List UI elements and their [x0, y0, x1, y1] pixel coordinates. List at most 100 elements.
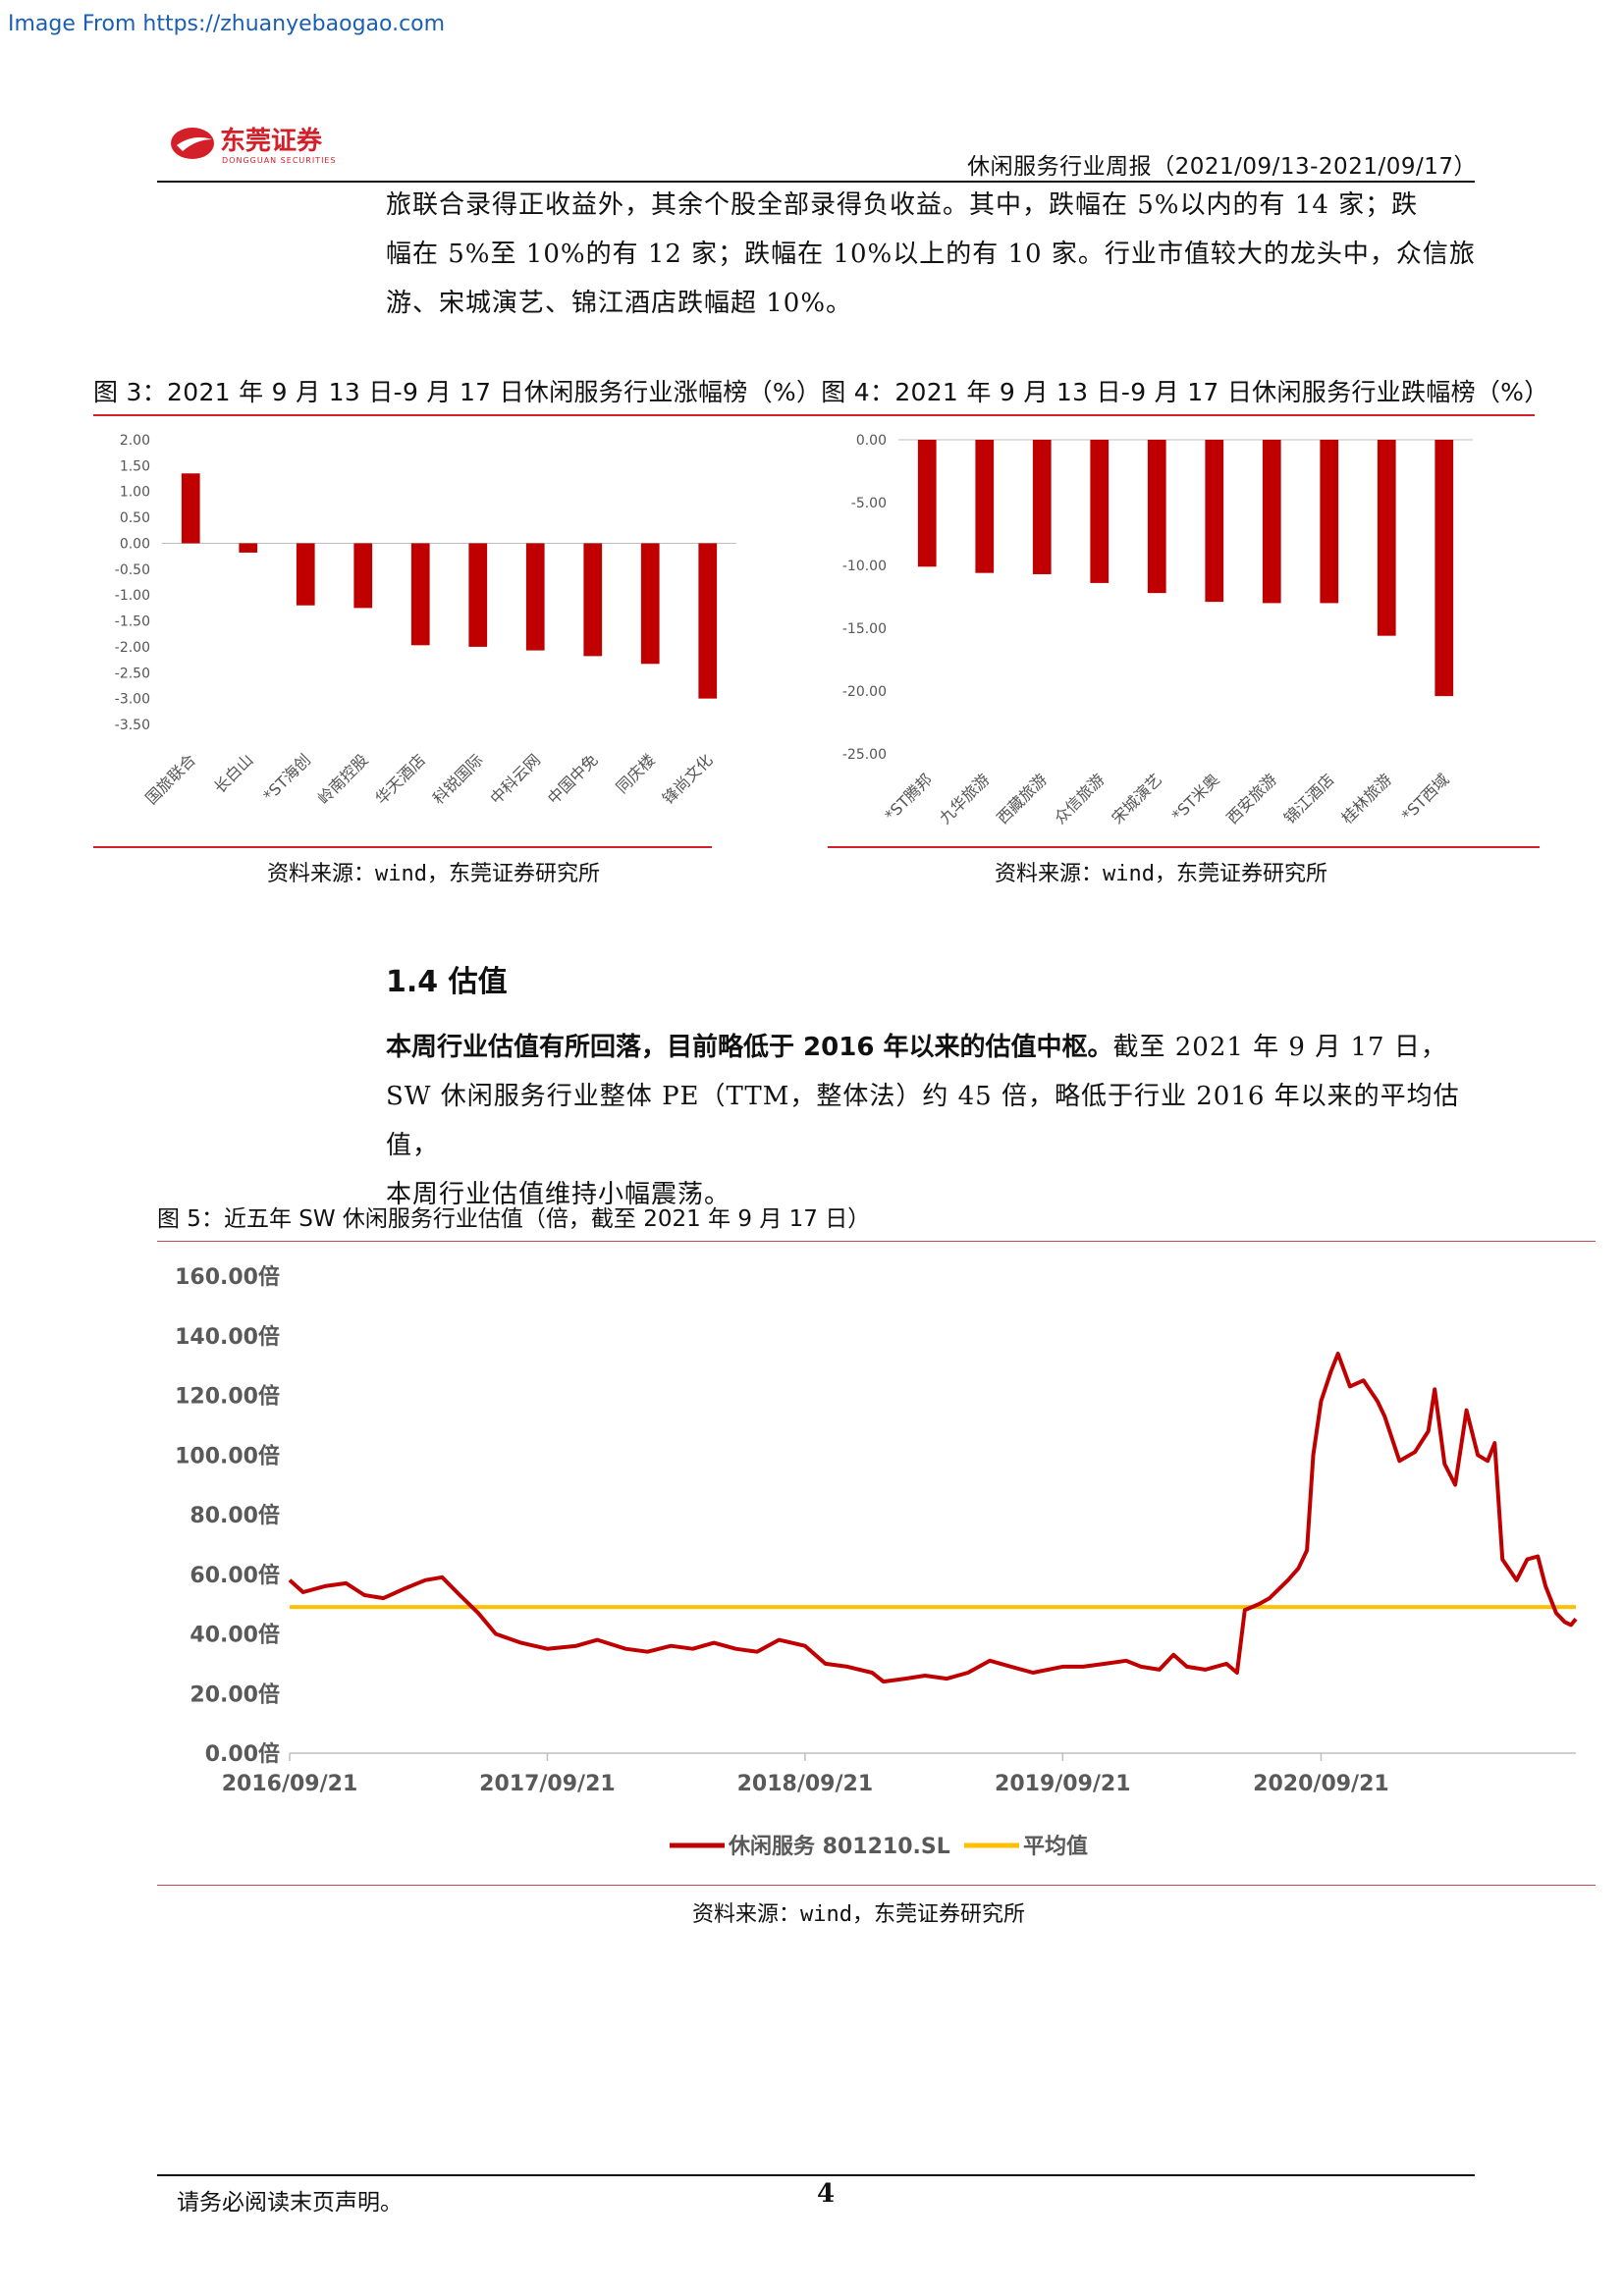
- watermark-text: Image From https://zhuanyebaogao.com: [8, 12, 446, 36]
- x-tick-label: 2018/09/21: [737, 1772, 874, 1796]
- x-tick-label: 2017/09/21: [479, 1772, 616, 1796]
- bar: [353, 543, 373, 609]
- bar: [468, 543, 488, 647]
- valuation-lead: 本周行业估值有所回落，目前略低于 2016 年以来的估值中枢。: [386, 1033, 1113, 1062]
- section-title: 1.4 估值: [386, 965, 508, 999]
- valuation-line-1: 本周行业估值有所回落，目前略低于 2016 年以来的估值中枢。截至 2021 年…: [386, 1023, 1481, 1072]
- x-tick-label: 2019/09/21: [995, 1772, 1131, 1796]
- fig5-source: 资料来源：wind，东莞证券研究所: [692, 1902, 1025, 1927]
- valuation-line-2: SW 休闲服务行业整体 PE（TTM，整体法）约 45 倍，略低于行业 2016…: [386, 1082, 1460, 1160]
- bar: [1147, 440, 1166, 594]
- valuation-line-1-rest: 截至 2021 年 9 月 17 日，: [1112, 1033, 1447, 1062]
- bar: [917, 440, 937, 567]
- x-tick-label: 九华旅游: [936, 770, 994, 828]
- bar: [1205, 440, 1224, 603]
- bar: [583, 543, 603, 657]
- valuation-line-3: 本周行业估值维持小幅震荡。: [386, 1180, 731, 1209]
- y-tick-label: 40.00倍: [189, 1623, 280, 1648]
- bar: [239, 543, 258, 553]
- y-tick-label: 120.00倍: [175, 1384, 280, 1410]
- x-tick-label: 西安旅游: [1222, 770, 1280, 828]
- intro-line-2: 幅在 5%至 10%的有 12 家；跌幅在 10%以上的有 10 家。行业市值较…: [386, 240, 1476, 269]
- fig3-bottom-rule: [93, 846, 712, 848]
- x-tick-label: *ST米奥: [1168, 770, 1223, 825]
- y-tick-label: 1.00: [120, 485, 150, 501]
- x-tick-label: 华天酒店: [371, 750, 429, 808]
- logo-cn: 东莞证券: [220, 126, 323, 156]
- y-tick-label: -25.00: [842, 747, 887, 763]
- x-tick-label: *ST西域: [1398, 770, 1453, 825]
- y-tick-label: -1.00: [115, 588, 150, 604]
- x-tick-label: 国旅联合: [141, 750, 199, 808]
- figures-title-rule: [93, 414, 1535, 416]
- bar: [296, 543, 315, 606]
- y-tick-label: 0.00倍: [205, 1741, 280, 1767]
- y-tick-label: 60.00倍: [189, 1563, 280, 1588]
- y-tick-label: 140.00倍: [175, 1324, 280, 1350]
- valuation-line-chart: 160.00倍 140.00倍 120.00倍 100.00倍 80.00倍 60.00倍…: [175, 1264, 1578, 1859]
- x-tick-label: 众信旅游: [1051, 770, 1109, 828]
- x-tick-label: 西藏旅游: [993, 770, 1051, 828]
- bar: [525, 543, 545, 651]
- intro-line-3: 游、宋城演艺、锦江酒店跌幅超 10%。: [386, 289, 853, 318]
- x-tick-label: *ST腾邦: [881, 770, 936, 825]
- x-tick-label: 宋城演艺: [1108, 770, 1165, 828]
- x-tick-label: 桂林旅游: [1337, 770, 1395, 828]
- report-title: 休闲服务行业周报（2021/09/13-2021/09/17）: [967, 154, 1477, 180]
- fig5-title: 图 5：近五年 SW 休闲服务行业估值（倍，截至 2021 年 9 月 17 日…: [157, 1206, 871, 1232]
- x-tick-label: 同庆楼: [613, 750, 659, 796]
- bar: [1320, 440, 1339, 604]
- valuation-series-line: [288, 1352, 1578, 1684]
- y-tick-label: -1.50: [115, 614, 150, 630]
- y-tick-label: 100.00倍: [175, 1443, 280, 1468]
- y-tick-label: 80.00倍: [189, 1503, 280, 1528]
- header-rule: [157, 181, 1475, 183]
- figures-3-4-title: 图 3：2021 年 9 月 13 日-9 月 17 日休闲服务行业涨幅榜（%）…: [93, 378, 1549, 406]
- bar: [975, 440, 995, 573]
- bar: [1032, 440, 1052, 574]
- x-tick-label: 2016/09/21: [222, 1772, 358, 1796]
- gain-ranking-chart: 2.00 1.50 1.00 0.50 0.00 -0.50 -1.00 -1.50 -2.00…: [115, 433, 736, 808]
- y-tick-label: 0.50: [120, 510, 150, 526]
- x-tick-label: 2020/09/21: [1253, 1772, 1389, 1796]
- bar: [181, 473, 200, 544]
- y-tick-label: -3.50: [115, 718, 150, 733]
- x-tick-label: *ST海创: [259, 750, 314, 805]
- logo-en: DONGGUAN SECURITIES: [222, 156, 337, 165]
- x-tick-label: 科锐国际: [429, 750, 487, 808]
- y-tick-label: -5.00: [851, 496, 887, 511]
- y-tick-label: 20.00倍: [189, 1682, 280, 1707]
- page-number: 4: [817, 2179, 836, 2209]
- y-tick-label: 2.00: [120, 433, 150, 449]
- footer-rule: [157, 2174, 1475, 2176]
- bar: [698, 543, 718, 699]
- company-logo: 东莞证券 DONGGUAN SECURITIES: [169, 122, 424, 167]
- y-tick-label: -2.00: [115, 640, 150, 656]
- legend-label-main: 休闲服务 801210.SL: [728, 1835, 950, 1859]
- y-tick-label: -15.00: [842, 621, 887, 637]
- bar: [1090, 440, 1110, 583]
- y-tick-label: 0.00: [856, 433, 887, 449]
- footer-note: 请务必阅读末页声明。: [177, 2190, 403, 2216]
- y-tick-label: -0.50: [115, 562, 150, 578]
- fig3-source: 资料来源：wind，东莞证券研究所: [267, 862, 600, 886]
- y-tick-label: 0.00: [120, 536, 150, 552]
- x-tick-label: 锦江酒店: [1280, 770, 1338, 828]
- x-tick-label: 中科云网: [486, 750, 544, 808]
- valuation-paragraph: 本周行业估值有所回落，目前略低于 2016 年以来的估值中枢。截至 2021 年…: [386, 1023, 1481, 1219]
- bar: [1435, 440, 1454, 697]
- fig5-bottom-rule: [157, 1885, 1596, 1886]
- legend-label-average: 平均值: [1023, 1834, 1088, 1859]
- loss-ranking-chart: 0.00 -5.00 -10.00 -15.00 -20.00 -25.00 *ST腾邦 九华…: [842, 433, 1473, 828]
- y-tick-label: -2.50: [115, 666, 150, 681]
- x-tick-label: 锋尚文化: [659, 750, 717, 808]
- y-tick-label: -10.00: [842, 559, 887, 574]
- x-tick-label: 岭南控股: [314, 750, 372, 808]
- y-tick-label: 1.50: [120, 458, 150, 474]
- intro-paragraph: 旅联合录得正收益外，其余个股全部录得负收益。其中，跌幅在 5%以内的有 14 家…: [386, 181, 1481, 328]
- fig4-source: 资料来源：wind，东莞证券研究所: [995, 862, 1327, 886]
- x-tick-label: 长白山: [210, 750, 256, 796]
- intro-line-1: 旅联合录得正收益外，其余个股全部录得负收益。其中，跌幅在 5%以内的有 14 家…: [386, 190, 1419, 220]
- bar: [410, 543, 430, 646]
- y-tick-label: 160.00倍: [175, 1264, 280, 1290]
